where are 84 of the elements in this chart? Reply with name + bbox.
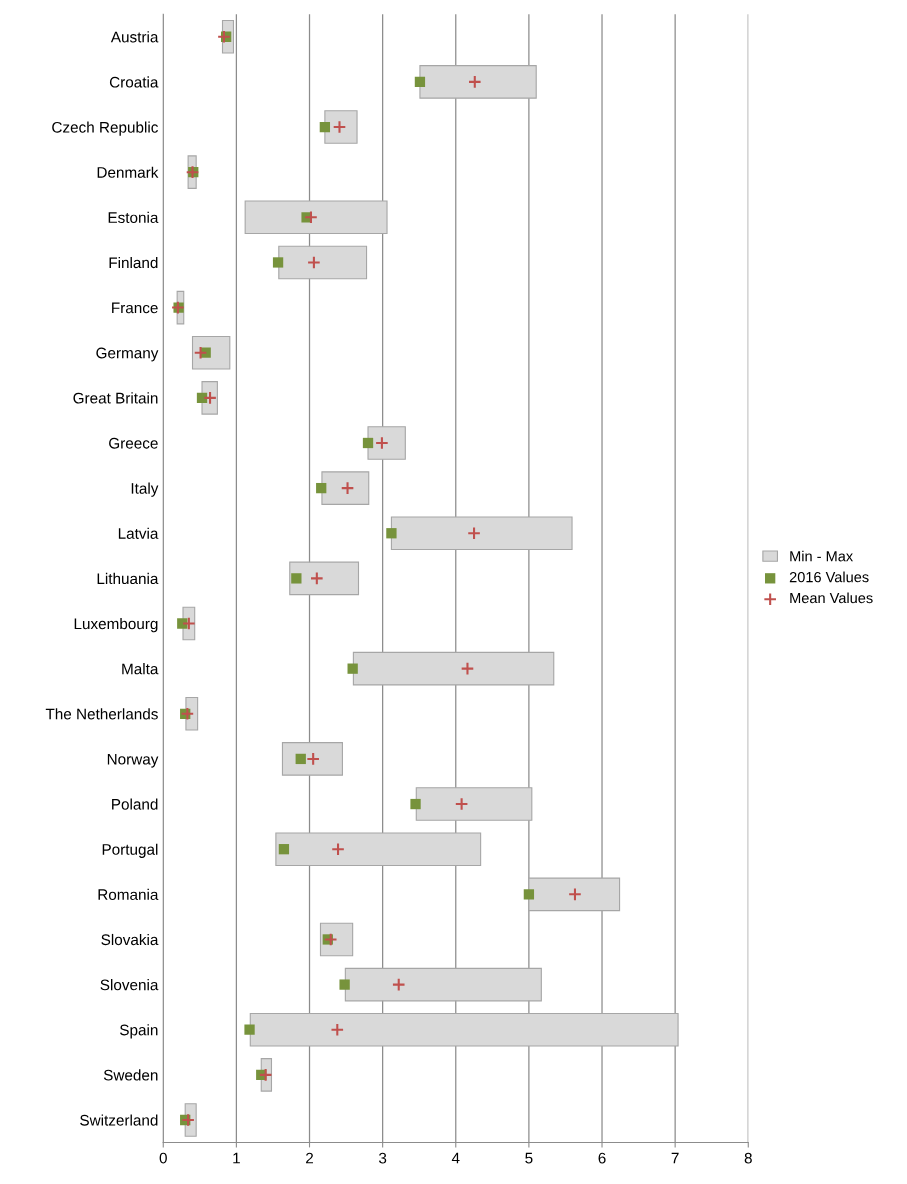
point [339,979,350,990]
y-tick-label: Portugal [102,843,158,858]
y-tick-label: Sweden [103,1069,158,1081]
x-tick-label: 3 [378,1152,387,1164]
y-tick-label: Czech Republic [52,121,158,136]
point [467,526,481,541]
bar [191,335,231,370]
point [460,661,475,676]
legend-label: Mean Values [790,592,873,604]
bar [278,245,368,280]
bar [281,742,343,776]
point [193,345,208,360]
point [414,76,426,88]
y-tick-label: Slovakia [101,933,159,946]
point [182,616,196,631]
point [523,889,535,900]
y-tick-label: Finland [109,256,158,269]
y-tick-label: Poland [112,798,158,810]
y-tick-label: France [112,302,158,314]
y-tick-label: Lithuania [97,572,159,585]
bar [367,426,406,460]
point [307,255,321,270]
bar [390,516,573,551]
y-tick-label: Denmark [97,166,159,178]
y-tick-label: Great Britain [73,392,158,404]
x-tick-label: 8 [744,1152,752,1164]
point [454,797,469,811]
bar [244,200,388,235]
x-tick-label: 2 [306,1152,313,1164]
point [309,571,324,586]
y-tick-label: Slovenia [100,979,159,991]
bar [321,471,370,505]
bar [419,65,537,99]
point [319,121,331,133]
y-tick-label: Italy [131,482,159,497]
point [331,842,345,857]
x-tick-label: 4 [451,1152,460,1164]
point [391,977,406,992]
y-tick-label: Switzerland [80,1114,158,1126]
y-tick-label: The Netherlands [45,708,158,720]
point [568,887,582,902]
y-tick-label: Malta [122,663,159,675]
y-tick-label: Latvia [118,527,159,539]
point [306,752,321,766]
point [272,257,284,268]
point [347,663,358,674]
point [291,573,302,584]
point [258,1068,273,1082]
bar [289,561,360,596]
point [467,75,482,89]
y-tick-label: Luxembourg [74,617,158,633]
y-tick-label: Austria [110,31,159,43]
x-tick-label: 6 [598,1152,606,1164]
x-tick-label: 0 [159,1152,167,1164]
point [181,1113,195,1127]
y-tick-label: Germany [96,347,159,362]
point [217,29,231,44]
point [278,844,290,855]
point [386,528,397,539]
point [244,1024,255,1035]
bar [352,651,555,686]
point [410,798,421,810]
point [330,1022,345,1037]
y-tick-label: Norway [107,753,159,768]
bar [249,1012,679,1047]
y-tick-label: Greece [109,437,158,449]
legend-label: 2016 Values [789,571,869,583]
bar [275,832,482,866]
point [362,437,374,449]
y-tick-label: Spain [120,1024,158,1039]
bar [528,877,621,912]
x-tick-label: 7 [671,1152,679,1164]
y-tick-label: Croatia [109,76,159,88]
bar [415,787,533,821]
legend-label: Min - Max [790,550,853,562]
y-tick-label: Romania [98,888,159,901]
bar [344,967,542,1002]
x-tick-label: 5 [525,1152,533,1164]
point [295,753,306,765]
point [180,706,195,721]
point [304,210,318,225]
y-tick-label: Estonia [108,211,159,223]
point [316,482,327,494]
x-tick-label: 1 [233,1152,240,1164]
